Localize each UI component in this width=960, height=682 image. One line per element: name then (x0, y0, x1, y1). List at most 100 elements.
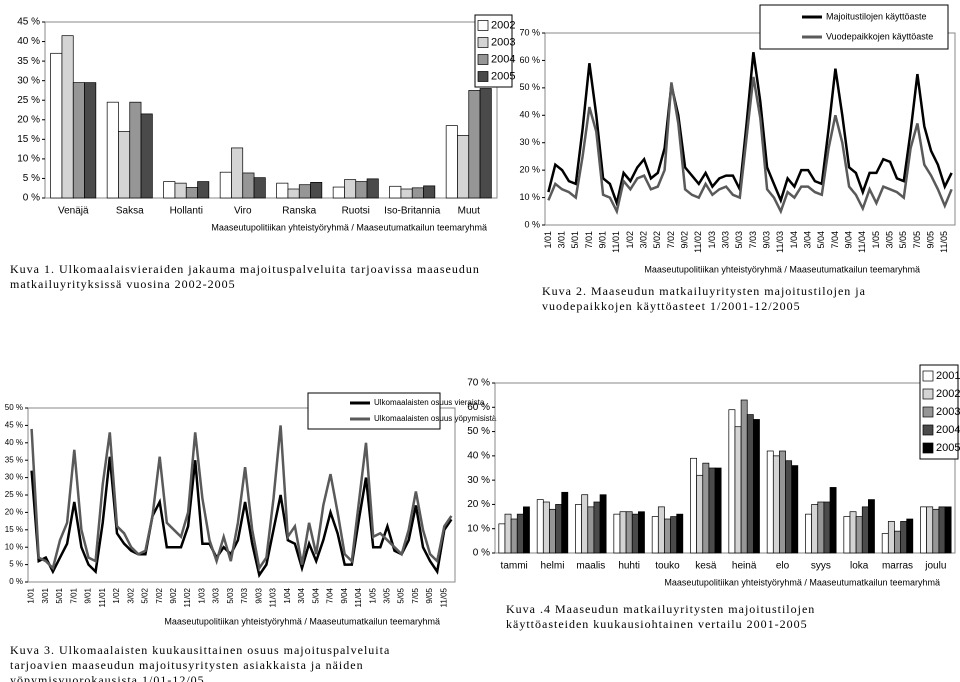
bar (197, 181, 210, 199)
x-tick-label: Hollanti (170, 206, 203, 217)
plot-area (544, 32, 956, 226)
bar (163, 181, 176, 199)
y-tick-label: 0 % (23, 193, 40, 204)
x-tick-label: 9/01 (84, 587, 93, 603)
x-tick-label: 1/05 (368, 587, 377, 603)
x-tick-label: 11/03 (775, 231, 785, 253)
y-tick-label: 40 % (467, 450, 490, 461)
x-tick-label: Saksa (116, 206, 144, 217)
legend-label: 2004 (491, 53, 515, 65)
x-tick-label: 7/05 (912, 231, 922, 249)
bar (676, 513, 684, 554)
y-tick-label: 0 % (524, 219, 540, 229)
x-tick-label: 1/03 (197, 587, 206, 603)
x-tick-label: 3/02 (126, 587, 135, 603)
y-tick-label: 35 % (17, 56, 40, 67)
y-tick-label: 35 % (5, 455, 23, 464)
y-tick-label: 30 % (467, 475, 490, 486)
bar (504, 513, 512, 554)
x-tick-label: 11/05 (439, 587, 448, 607)
x-tick-label: 1/04 (283, 587, 292, 603)
y-tick-label: 60 % (467, 402, 490, 413)
legend-swatch (922, 442, 934, 454)
bar (811, 504, 819, 554)
legend-label: 2002 (491, 19, 515, 31)
bar (670, 516, 678, 554)
plot-area (494, 382, 956, 554)
line (30, 425, 453, 572)
bar (843, 516, 851, 554)
y-tick-label: 40 % (17, 36, 40, 47)
bar (613, 513, 621, 554)
bar (555, 504, 563, 554)
bar (740, 399, 748, 554)
bar (753, 419, 760, 554)
bar (479, 88, 492, 199)
bar (657, 506, 665, 554)
bar (140, 113, 153, 199)
x-tick-label: 1/01 (543, 231, 553, 249)
x-tick-label: 9/03 (761, 231, 771, 249)
legend-label: 2003 (491, 36, 515, 48)
bar (625, 511, 633, 554)
bar (242, 172, 255, 199)
bar (400, 188, 413, 199)
x-tick-label: 5/01 (570, 231, 580, 249)
x-tick-label: Ranska (282, 206, 316, 217)
legend-swatch (922, 370, 934, 382)
x-tick-label: 3/04 (297, 587, 306, 603)
y-tick-label: 70 % (519, 27, 540, 37)
x-tick-label: 9/02 (679, 231, 689, 249)
bar (310, 182, 323, 199)
bar (855, 516, 863, 554)
bar (366, 178, 379, 199)
x-tick-label: 9/05 (925, 231, 935, 249)
x-tick-label: 9/05 (425, 587, 434, 603)
legend-label: 2001 (936, 370, 960, 382)
bar (561, 491, 569, 554)
bar (944, 506, 952, 554)
x-tick-label: 11/02 (183, 587, 192, 607)
source: Maaseutupolitiikan yhteistyöryhmä / Maas… (664, 577, 940, 587)
caption: Kuva .4 Maaseudun matkailuyritysten majo… (506, 602, 816, 631)
bar (510, 518, 518, 554)
bar (900, 521, 908, 554)
x-tick-label: 5/03 (226, 587, 235, 603)
bar (868, 499, 875, 554)
bar (906, 518, 914, 554)
bar (779, 450, 786, 554)
bar (734, 426, 742, 554)
bar (619, 511, 627, 554)
source: Maaseutupolitiikan yhteistyöryhmä / Maas… (211, 222, 487, 232)
x-tick-label: 9/04 (340, 587, 349, 603)
x-tick-label: loka (850, 561, 869, 572)
legend-label: Majoitustilojen käyttöaste (826, 11, 927, 21)
y-tick-label: 25 % (5, 490, 23, 499)
x-tick-label: 3/05 (383, 587, 392, 603)
x-tick-label: 11/05 (939, 231, 949, 253)
line (547, 52, 953, 208)
bar (920, 506, 927, 554)
bar (599, 494, 607, 554)
bar (516, 513, 524, 554)
bar (219, 171, 232, 199)
x-tick-label: marras (882, 561, 913, 572)
bar (696, 474, 704, 554)
x-tick-label: 5/02 (141, 587, 150, 603)
legend-label: Vuodepaikkojen käyttöaste (826, 31, 933, 41)
bar (389, 185, 402, 199)
source: Maaseutupolitiikan yhteistyöryhmä / Maas… (164, 616, 440, 626)
x-tick-label: 7/02 (155, 587, 164, 603)
y-tick-label: 20 % (5, 508, 23, 517)
bar (587, 506, 595, 554)
bar (411, 187, 424, 199)
legend-label: 2004 (936, 424, 960, 436)
x-tick-label: tammi (501, 561, 528, 572)
x-tick-label: kesä (695, 561, 717, 572)
x-tick-label: 3/01 (41, 587, 50, 603)
x-tick-label: 11/01 (98, 587, 107, 607)
y-tick-label: 5 % (9, 560, 23, 569)
bar (772, 455, 780, 554)
y-tick-label: 5 % (23, 173, 40, 184)
